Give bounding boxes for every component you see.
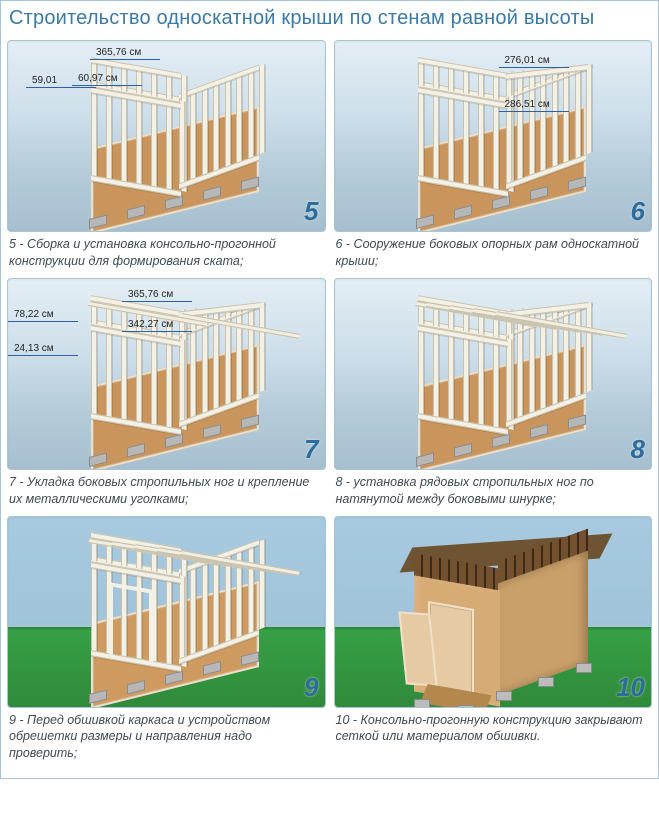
dimension-label: 78,22 см — [14, 309, 54, 320]
panel-cell: 9 9 - Перед обшивкой каркаса и устройство… — [7, 516, 326, 763]
step-caption: 5 - Сборка и установка консольно-прогонн… — [7, 232, 326, 270]
step-number: 10 — [616, 672, 645, 703]
panel-cell: 6 276,01 см 286,51 см 6 - Сооружение боковы… — [334, 40, 653, 270]
panel-cell: 7 365,76 см 78,22 см 342,27 см 24,13 см 7 - У… — [7, 278, 326, 508]
step-caption: 10 - Консольно-прогонную конструкцию зак… — [334, 708, 653, 746]
panel-cell: 8 8 - установка рядовых стропильных ног п… — [334, 278, 653, 508]
step-illustration: 6 276,01 см 286,51 см — [334, 40, 653, 232]
panel-cell: 10 10 - Консольно-прогонную конструкцию з… — [334, 516, 653, 763]
dimension-label: 276,01 см — [505, 55, 550, 66]
step-illustration: 5 365,76 см 59,01 60,97 см — [7, 40, 326, 232]
step-illustration: 10 — [334, 516, 653, 708]
panel-row: 5 365,76 см 59,01 60,97 см 5 - Сборка и уста… — [7, 40, 652, 270]
step-illustration: 8 — [334, 278, 653, 470]
dimension-label: 286,51 см — [505, 99, 550, 110]
step-number: 9 — [304, 672, 318, 703]
panel-row: 7 365,76 см 78,22 см 342,27 см 24,13 см 7 - У… — [7, 278, 652, 508]
step-number: 5 — [304, 196, 318, 227]
step-illustration: 7 365,76 см 78,22 см 342,27 см 24,13 см — [7, 278, 326, 470]
dimension-label: 59,01 — [32, 75, 57, 86]
page-title: Строительство односкатной крыши по стена… — [1, 1, 658, 36]
panel-grid: 5 365,76 см 59,01 60,97 см 5 - Сборка и уста… — [1, 36, 658, 778]
dimension-label: 365,76 см — [128, 289, 173, 300]
step-number: 7 — [304, 434, 318, 465]
dimension-label: 342,27 см — [128, 319, 173, 330]
step-caption: 8 - установка рядовых стропильных ног по… — [334, 470, 653, 508]
panel-row: 9 9 - Перед обшивкой каркаса и устройство… — [7, 516, 652, 763]
step-illustration: 9 — [7, 516, 326, 708]
dimension-label: 24,13 см — [14, 343, 54, 354]
panel-cell: 5 365,76 см 59,01 60,97 см 5 - Сборка и уста… — [7, 40, 326, 270]
infographic-page: Строительство односкатной крыши по стена… — [0, 0, 659, 779]
step-number: 6 — [631, 196, 645, 227]
dimension-label: 365,76 см — [96, 47, 141, 58]
step-number: 8 — [631, 434, 645, 465]
dimension-label: 60,97 см — [78, 73, 118, 84]
step-caption: 7 - Укладка боковых стропильных ног и кр… — [7, 470, 326, 508]
step-caption: 6 - Сооружение боковых опорных рам однос… — [334, 232, 653, 270]
step-caption: 9 - Перед обшивкой каркаса и устройством… — [7, 708, 326, 763]
